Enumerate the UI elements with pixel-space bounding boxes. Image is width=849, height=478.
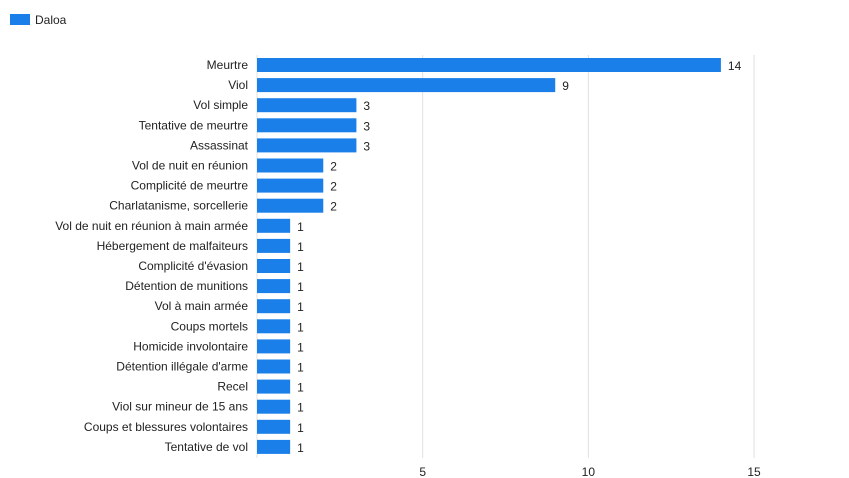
bars [257, 58, 721, 454]
bar [257, 118, 357, 133]
bar [257, 419, 291, 434]
bar [257, 198, 324, 213]
value-label: 1 [297, 220, 304, 234]
bar [257, 399, 291, 414]
category-label: Détention de munitions [125, 279, 248, 293]
value-label: 3 [363, 99, 370, 113]
value-label: 14 [728, 59, 742, 73]
bar [257, 58, 721, 72]
bar [257, 299, 291, 314]
legend-swatch [10, 14, 30, 25]
value-label: 1 [297, 421, 304, 435]
category-label: Complicité de meurtre [131, 179, 249, 193]
value-label: 1 [297, 320, 304, 334]
bar [257, 98, 357, 113]
category-label: Assassinat [190, 138, 249, 152]
value-label: 2 [330, 160, 337, 174]
bar [257, 379, 291, 394]
bar [257, 259, 291, 273]
category-label: Viol sur mineur de 15 ans [112, 400, 248, 414]
category-label: Hébergement de malfaiteurs [97, 239, 248, 253]
value-label: 1 [297, 300, 304, 314]
category-label: Coups mortels [171, 319, 248, 333]
x-axis-ticks: 5 10 15 [419, 465, 761, 478]
grid-lines [256, 55, 755, 458]
value-label: 9 [562, 79, 569, 93]
bar [257, 439, 291, 454]
value-label: 3 [363, 119, 370, 133]
bar [257, 279, 291, 294]
value-label: 1 [297, 361, 304, 375]
category-label: Viol [228, 78, 248, 92]
category-labels: Meurtre Viol Vol simple Tentative de meurtr… [55, 58, 248, 454]
value-label: 1 [297, 401, 304, 415]
bar [257, 178, 324, 193]
category-label: Charlatanisme, sorcellerie [109, 199, 248, 213]
bar [257, 78, 556, 93]
bar [257, 138, 357, 153]
x-tick-label: 15 [747, 465, 761, 478]
category-label: Tentative de vol [165, 440, 248, 454]
value-label: 1 [297, 280, 304, 294]
value-label: 1 [297, 240, 304, 254]
category-label: Coups et blessures volontaires [84, 420, 248, 434]
value-labels: 14 9 3 3 3 2 2 2 1 1 1 1 1 1 1 1 1 1 1 1 [297, 59, 741, 455]
bar [257, 339, 291, 354]
category-label: Complicité d'évasion [138, 259, 248, 273]
legend: Daloa [10, 13, 67, 27]
value-label: 1 [297, 340, 304, 354]
value-label: 1 [297, 381, 304, 395]
value-label: 1 [297, 260, 304, 274]
bar [257, 218, 291, 233]
value-label: 2 [330, 200, 337, 214]
category-label: Détention illégale d'arme [116, 360, 248, 374]
value-label: 3 [363, 139, 370, 153]
bar [257, 359, 291, 374]
category-label: Vol de nuit en réunion [132, 159, 248, 173]
category-label: Vol à main armée [155, 299, 249, 313]
value-label: 2 [330, 180, 337, 194]
category-label: Meurtre [207, 58, 249, 72]
x-tick-label: 10 [582, 465, 596, 478]
bar [257, 238, 291, 253]
value-label: 1 [297, 441, 304, 455]
category-label: Homicide involontaire [133, 339, 248, 353]
bar [257, 319, 291, 334]
x-tick-label: 5 [419, 465, 426, 478]
legend-label: Daloa [35, 13, 67, 27]
category-label: Vol de nuit en réunion à main armée [55, 219, 248, 233]
category-label: Tentative de meurtre [139, 118, 249, 132]
category-label: Recel [217, 380, 248, 394]
bar [257, 158, 324, 173]
category-label: Vol simple [193, 98, 248, 112]
